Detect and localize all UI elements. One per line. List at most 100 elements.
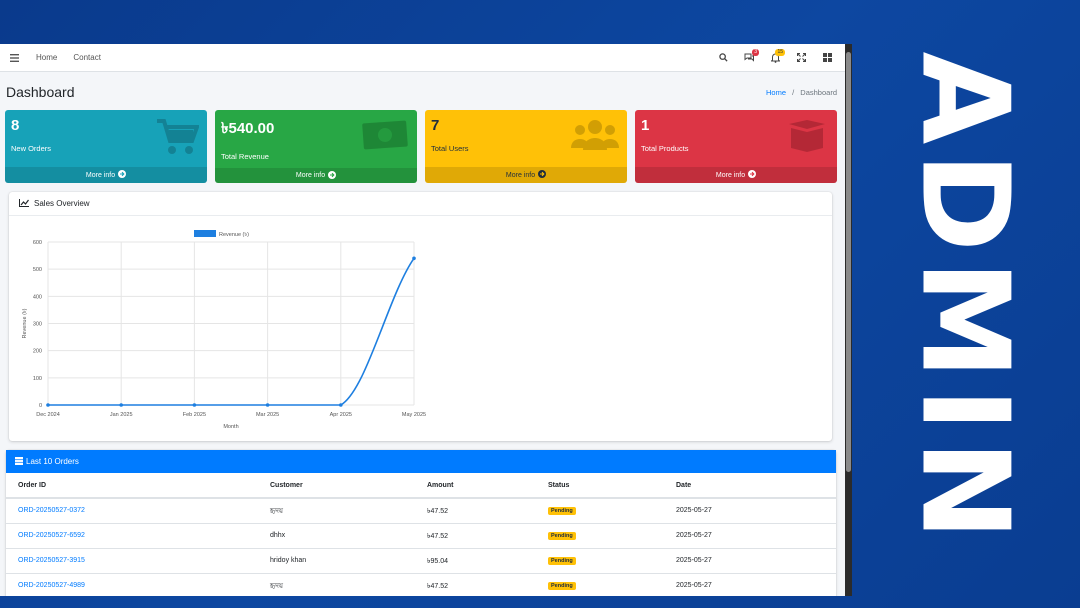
- content-header: Dashboard Home / Dashboard: [0, 72, 845, 108]
- nav-link-home[interactable]: Home: [36, 53, 58, 62]
- arrow-circle-right-icon: [748, 170, 757, 180]
- status-badge: Pending: [548, 582, 576, 590]
- amount-cell: ৳47.52: [415, 498, 536, 524]
- order-id-link[interactable]: ORD-20250527-0372: [18, 507, 85, 515]
- products-value: 1: [641, 117, 650, 134]
- sales-overview-title: Sales Overview: [34, 199, 90, 208]
- stat-box-revenue: ৳540.00 Total Revenue More info: [215, 110, 417, 183]
- y-tick-label: 100: [33, 376, 42, 382]
- arrow-circle-right-icon: [538, 170, 547, 180]
- y-axis-title: Revenue (৳): [21, 308, 28, 338]
- sales-line-chart: 0 100 200 300 400 500 600 Dec 2024 Jan 2025 Feb 2…: [21, 230, 426, 430]
- cart-icon: [155, 118, 200, 161]
- table-header-row: Order ID Customer Amount Status Date: [6, 473, 836, 499]
- search-icon[interactable]: [717, 52, 729, 64]
- date-cell: 2025-05-27: [664, 523, 836, 549]
- money-icon: [361, 118, 409, 157]
- grid-apps-icon[interactable]: [821, 52, 833, 64]
- admin-banner-text: ADMIN: [894, 51, 1034, 549]
- last-orders-title: Last 10 Orders: [26, 457, 79, 466]
- products-more-info[interactable]: More info: [635, 167, 837, 183]
- fullscreen-icon[interactable]: [795, 52, 807, 64]
- x-tick-label: Dec 2024: [36, 412, 60, 418]
- customer-cell: হৃদয়: [258, 498, 415, 524]
- users-value: 7: [431, 117, 440, 134]
- revenue-series-line: [47, 257, 415, 406]
- table-row: ORD-20250527-4989 হৃদয় ৳47.52 Pending 2…: [6, 573, 836, 596]
- orders-more-info[interactable]: More info: [5, 167, 207, 183]
- breadcrumb-current: Dashboard: [800, 87, 837, 97]
- notifications-badge: 15: [775, 48, 785, 56]
- more-info-label: More info: [295, 172, 326, 179]
- x-tick-label: Mar 2025: [256, 412, 279, 418]
- arrow-circle-right-icon: [328, 170, 337, 181]
- arrow-circle-right-icon: [118, 170, 127, 180]
- breadcrumb-home[interactable]: Home: [766, 87, 787, 97]
- last-orders-header: Last 10 Orders: [6, 450, 836, 473]
- bell-icon[interactable]: 15: [769, 48, 785, 64]
- users-icon: [571, 118, 619, 157]
- order-id-link[interactable]: ORD-20250527-6592: [18, 532, 85, 539]
- revenue-data-point: [192, 403, 197, 407]
- orders-label: New Orders: [11, 144, 52, 153]
- users-label: Total Users: [431, 144, 469, 153]
- sales-overview-card: Sales Overview 0 100 200 300 400 500 600 Dec 20…: [9, 192, 832, 441]
- messages-badge: 3: [752, 48, 759, 56]
- stat-box-orders: 8 New Orders More info: [5, 110, 207, 183]
- col-status: Status: [536, 473, 664, 499]
- revenue-data-point: [46, 403, 50, 407]
- amount-cell: ৳95.04: [415, 548, 536, 574]
- stat-box-products: 1 Total Products More info: [635, 110, 837, 183]
- stat-box-users: 7 Total Users More info: [425, 110, 627, 183]
- x-axis-title: Month: [223, 424, 238, 430]
- order-id-link[interactable]: ORD-20250527-4989: [18, 582, 85, 589]
- order-id-link[interactable]: ORD-20250527-3915: [18, 557, 85, 564]
- y-tick-label: 300: [33, 322, 42, 328]
- chart-line-icon: [19, 198, 29, 209]
- col-date: Date: [664, 473, 836, 499]
- stat-boxes: 8 New Orders More info ৳540.00 Total Rev…: [0, 108, 845, 183]
- customer-cell: dhhx: [258, 523, 415, 549]
- revenue-data-point: [119, 403, 123, 407]
- admin-screen: Home Contact 3 15 Dashboard: [0, 44, 845, 596]
- revenue-data-point: [265, 403, 270, 407]
- revenue-label: Total Revenue: [221, 152, 269, 161]
- table-row: ORD-20250527-6592 dhhx ৳47.52 Pending 20…: [6, 523, 836, 549]
- x-tick-label: Apr 2025: [330, 412, 352, 418]
- date-cell: 2025-05-27: [664, 573, 836, 596]
- revenue-data-point: [412, 256, 416, 261]
- scrollbar-thumb[interactable]: [846, 52, 851, 472]
- table-row: ORD-20250527-0372 হৃদয় ৳47.52 Pending 2…: [6, 498, 836, 524]
- customer-cell: hridoy khan: [258, 548, 415, 574]
- table-icon: [15, 456, 23, 467]
- messages-icon[interactable]: 3: [743, 48, 759, 64]
- legend-swatch: [194, 230, 216, 237]
- nav-link-contact[interactable]: Contact: [73, 53, 101, 62]
- page-title: Dashboard: [6, 84, 75, 100]
- amount-cell: ৳47.52: [415, 523, 536, 549]
- box-icon: [785, 118, 829, 159]
- vertical-scrollbar[interactable]: [845, 44, 852, 596]
- last-orders-card: Last 10 Orders Order ID Customer Amount …: [6, 450, 836, 596]
- x-tick-label: Feb 2025: [183, 412, 206, 418]
- legend-label: Revenue (৳): [219, 231, 249, 238]
- y-tick-label: 400: [33, 294, 42, 300]
- revenue-more-info[interactable]: More info: [215, 168, 417, 183]
- products-label: Total Products: [641, 144, 689, 153]
- y-tick-label: 500: [33, 267, 42, 273]
- hamburger-menu-icon[interactable]: [8, 52, 20, 64]
- users-more-info[interactable]: More info: [425, 167, 627, 183]
- top-navbar: Home Contact 3 15: [0, 44, 845, 72]
- date-cell: 2025-05-27: [664, 548, 836, 574]
- x-tick-label: Jan 2025: [110, 412, 133, 418]
- revenue-value: ৳540.00: [221, 120, 275, 137]
- col-amount: Amount: [415, 473, 536, 499]
- col-order-id: Order ID: [6, 473, 258, 499]
- revenue-data-point: [339, 403, 343, 407]
- customer-cell: হৃদয়: [258, 573, 415, 596]
- y-tick-label: 600: [33, 240, 42, 246]
- orders-table: Order ID Customer Amount Status Date ORD…: [6, 473, 836, 596]
- more-info-label: More info: [715, 171, 746, 179]
- date-cell: 2025-05-27: [664, 498, 836, 524]
- more-info-label: More info: [85, 171, 116, 179]
